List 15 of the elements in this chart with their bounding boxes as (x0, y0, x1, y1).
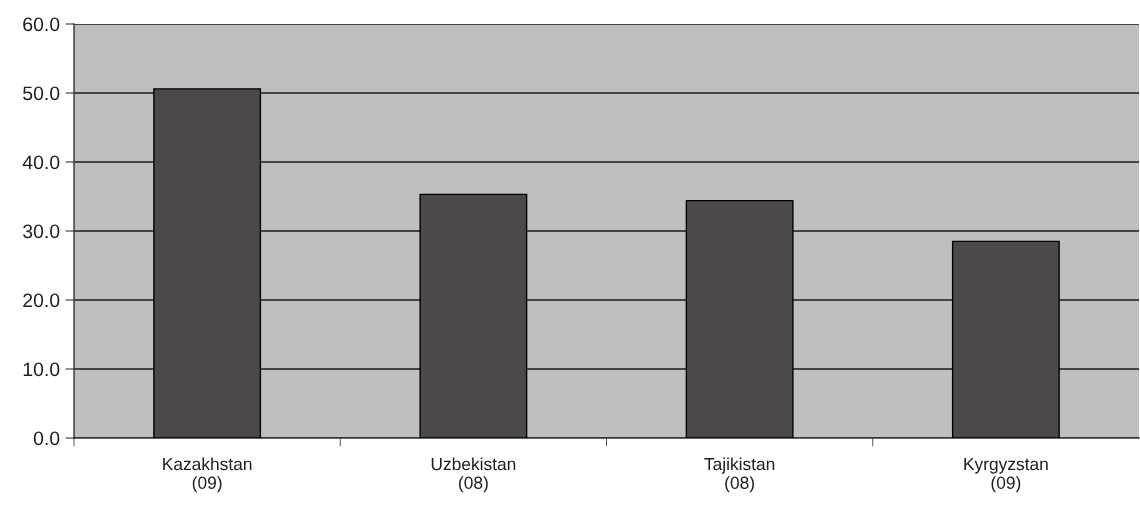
y-tick-label: 10.0 (23, 362, 60, 377)
y-tick-label: 30.0 (23, 224, 60, 239)
bar (419, 193, 528, 438)
bar (951, 240, 1060, 438)
x-tick-label: Tajikistan (08) (704, 457, 775, 493)
x-tick-label: Kazakhstan (09) (163, 457, 252, 493)
y-tick-label: 40.0 (22, 155, 60, 170)
bar (685, 199, 794, 438)
bar (153, 88, 262, 438)
y-tick-label: 20.0 (23, 293, 60, 308)
x-tick-label: Uzbekistan (08) (431, 457, 516, 493)
y-tick-label: 0.0 (33, 431, 60, 446)
x-tick-label: Kyrgyzstan (09) (964, 458, 1048, 493)
y-tick-label: 60.0 (23, 17, 60, 32)
y-tick-label: 50.0 (23, 86, 60, 101)
